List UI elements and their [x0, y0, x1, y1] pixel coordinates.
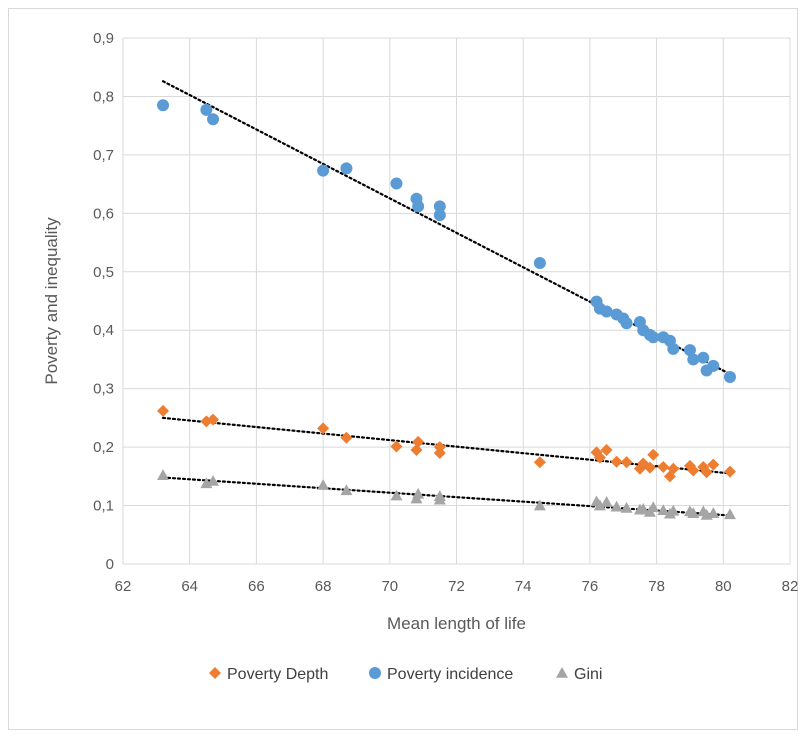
poverty-depth-point: [533, 456, 546, 469]
data-points: [157, 99, 736, 520]
gini-point: [533, 499, 546, 511]
gini-point: [412, 487, 425, 499]
y-tick-label: 0,9: [93, 30, 114, 47]
x-tick-label: 80: [715, 578, 732, 595]
poverty-depth-point: [667, 462, 680, 475]
y-tick-label: 0,6: [93, 205, 114, 222]
gini-point: [647, 501, 660, 513]
x-axis-title: Mean length of life: [387, 614, 526, 633]
poverty-incidence-point: [433, 200, 446, 213]
poverty-depth-point: [647, 448, 660, 461]
legend-poverty-incidence-label: Poverty incidence: [387, 666, 513, 683]
poverty-depth-point: [340, 431, 353, 444]
poverty-incidence-point: [433, 209, 446, 222]
poverty-depth-point: [643, 461, 656, 474]
poverty-incidence-point: [412, 200, 425, 213]
poverty-depth-point: [687, 464, 700, 477]
legend-gini-marker: [556, 667, 568, 678]
poverty-depth-point: [207, 413, 220, 426]
poverty-incidence-point: [707, 359, 720, 372]
poverty-depth-point: [600, 444, 613, 457]
poverty-incidence-point: [390, 177, 403, 190]
poverty-incidence-point: [340, 162, 353, 175]
poverty-incidence-point: [647, 331, 660, 344]
poverty-incidence-point: [200, 103, 213, 116]
poverty-incidence-point: [157, 99, 170, 112]
legend: Poverty Depth Poverty incidence Gini: [209, 666, 602, 683]
gini-point: [600, 496, 613, 507]
poverty-incidence-point: [667, 342, 680, 355]
poverty-incidence-point: [600, 305, 613, 318]
y-tick-label: 0: [106, 556, 114, 573]
gini-point: [723, 508, 736, 520]
y-tick-label: 0,4: [93, 322, 114, 339]
gini-point: [390, 489, 403, 501]
poverty-depth-point: [593, 451, 606, 464]
poverty-incidence-point: [317, 164, 330, 177]
x-tick-label: 70: [381, 578, 398, 595]
y-tick-label: 0,5: [93, 264, 114, 281]
x-tick-label: 72: [448, 578, 465, 595]
gini-point: [317, 479, 330, 490]
poverty-depth-point: [723, 465, 736, 478]
legend-poverty-incidence-marker: [369, 667, 381, 679]
poverty-incidence-point: [687, 353, 700, 366]
poverty-incidence-point: [620, 317, 633, 330]
poverty-depth-point: [700, 466, 713, 479]
poverty-depth-point: [610, 455, 623, 468]
y-axis-title: Poverty and inequality: [42, 217, 61, 385]
legend-gini-label: Gini: [574, 666, 602, 683]
gini-point: [637, 503, 650, 514]
poverty-depth-point: [657, 460, 670, 473]
gini-point: [610, 500, 623, 512]
gini-trendline: [161, 476, 732, 517]
x-tick-label: 64: [181, 578, 198, 595]
poverty-depth-point: [157, 404, 170, 417]
poverty-depth-point: [390, 440, 403, 453]
y-tick-label: 0,2: [93, 439, 114, 456]
poverty-incidence-point: [533, 257, 546, 270]
gini-point: [207, 475, 220, 486]
legend-poverty-depth-marker: [209, 667, 221, 679]
poverty-depth-point: [412, 435, 425, 448]
poverty-depth-point: [317, 422, 330, 435]
poverty-depth-point: [410, 444, 423, 457]
poverty-incidence-point: [207, 113, 220, 126]
y-tick-label: 0,1: [93, 498, 114, 515]
chart-frame: [8, 8, 798, 730]
gini-point: [707, 507, 720, 518]
poverty-depth-point: [620, 456, 633, 469]
gini-point: [687, 507, 700, 518]
gini-point: [340, 484, 353, 496]
gini-point: [657, 504, 670, 516]
x-tick-label: 82: [782, 578, 799, 595]
axes: 62 64 66 68 70 72 74 76 78 80 82 0 0,1 0,2 0,3 0,4 0,5 0,…: [93, 30, 798, 595]
poverty-incidence-point: [697, 351, 710, 364]
poverty-depth-trendline: [161, 416, 732, 475]
gini-point: [157, 469, 170, 480]
poverty-incidence-point: [683, 344, 696, 357]
x-tick-label: 74: [515, 578, 532, 595]
x-tick-label: 76: [582, 578, 599, 595]
trendlines: [161, 80, 732, 517]
x-tick-label: 66: [248, 578, 265, 595]
legend-poverty-depth-label: Poverty Depth: [227, 666, 328, 683]
x-tick-label: 78: [648, 578, 665, 595]
y-tick-label: 0,8: [93, 88, 114, 105]
x-tick-label: 68: [315, 578, 332, 595]
poverty-incidence-point: [723, 370, 736, 383]
poverty-depth-point: [707, 458, 720, 471]
y-tick-label: 0,3: [93, 381, 114, 398]
gini-point: [433, 490, 446, 502]
gini-point: [620, 501, 633, 513]
y-tick-label: 0,7: [93, 147, 114, 164]
x-tick-label: 62: [115, 578, 132, 595]
poverty-depth-point: [433, 441, 446, 454]
gini-point: [593, 499, 606, 511]
gini-point: [667, 504, 680, 516]
grid-lines: [122, 37, 791, 565]
